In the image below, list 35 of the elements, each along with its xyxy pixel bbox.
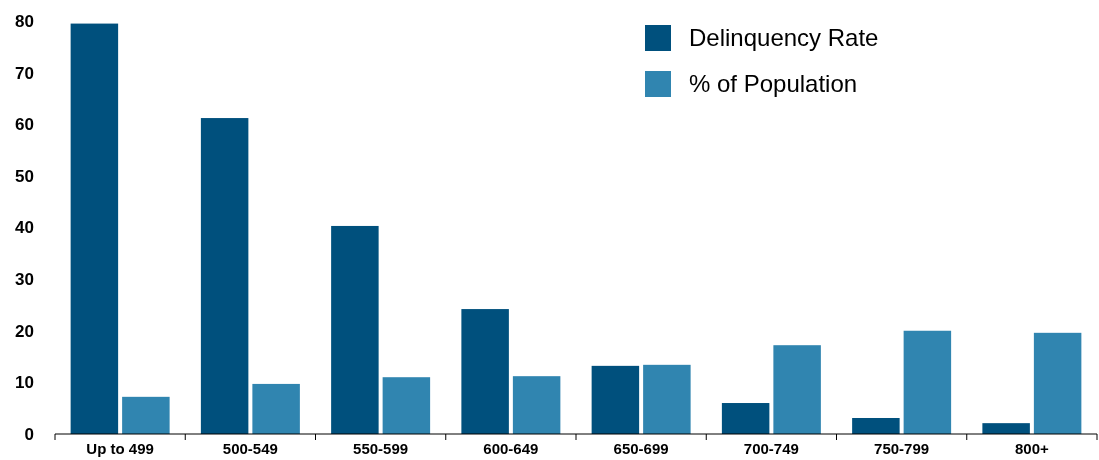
y-tick-label: 40 bbox=[15, 218, 34, 238]
x-tick-label: 700-749 bbox=[743, 440, 799, 457]
x-tick-label: 800+ bbox=[1014, 440, 1049, 457]
bar bbox=[903, 330, 952, 434]
x-tick-label: 750-799 bbox=[874, 440, 930, 457]
y-tick-label: 80 bbox=[15, 11, 34, 31]
bar bbox=[382, 377, 431, 434]
y-tick-label: 30 bbox=[15, 270, 34, 290]
bar bbox=[122, 396, 170, 434]
bar bbox=[70, 23, 119, 434]
bar bbox=[773, 345, 821, 434]
bar bbox=[461, 309, 509, 434]
bar bbox=[591, 365, 640, 434]
bar bbox=[643, 364, 691, 434]
x-tick-label: 550-599 bbox=[353, 440, 409, 457]
bar bbox=[721, 403, 770, 434]
y-tick-label: 50 bbox=[15, 166, 34, 186]
legend-label: Delinquency Rate bbox=[689, 24, 879, 52]
x-tick-label: Up to 499 bbox=[86, 440, 154, 457]
bar bbox=[252, 383, 300, 434]
bar bbox=[200, 118, 249, 434]
x-tick-label: 650-699 bbox=[613, 440, 669, 457]
y-tick-label: 10 bbox=[15, 373, 34, 393]
bar bbox=[852, 418, 900, 434]
x-tick-label: 600-649 bbox=[483, 440, 539, 457]
x-tick-label: 500-549 bbox=[222, 440, 278, 457]
legend-label: % of Population bbox=[689, 70, 858, 98]
bar bbox=[331, 225, 379, 434]
bar bbox=[982, 423, 1030, 434]
bar bbox=[512, 376, 561, 434]
y-tick-label: 60 bbox=[15, 115, 34, 135]
y-tick-label: 20 bbox=[15, 321, 34, 341]
y-tick-label: 70 bbox=[15, 63, 34, 83]
bar bbox=[1033, 332, 1082, 434]
y-tick-label: 0 bbox=[24, 424, 34, 444]
